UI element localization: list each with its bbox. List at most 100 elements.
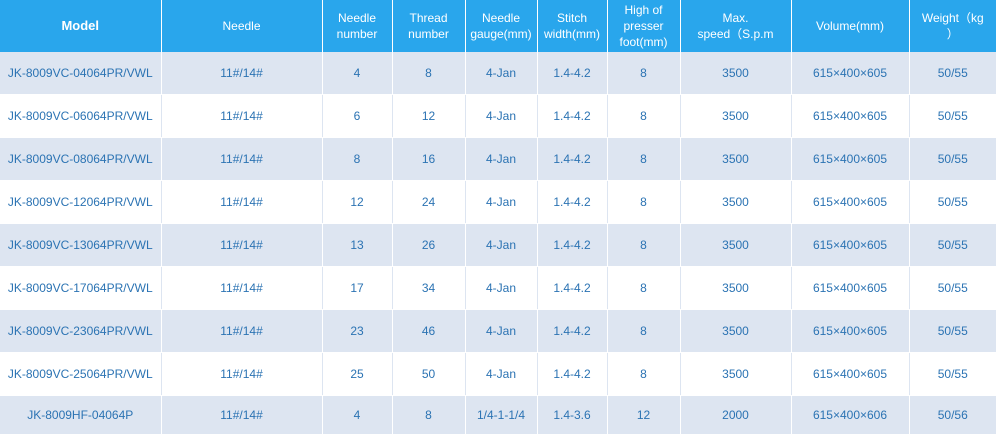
header-thread-number: Thread number <box>392 0 466 52</box>
stitch-width-cell: 1.4-3.6 <box>537 395 608 435</box>
thread-number-cell: 46 <box>392 309 466 353</box>
thread-number-cell: 16 <box>392 137 466 181</box>
thread-number-cell: 8 <box>392 395 466 435</box>
header-row: Model Needle Needle number Thread number… <box>0 0 996 52</box>
volume-cell: 615×400×605 <box>791 94 910 138</box>
max-speed-cell: 3500 <box>680 94 792 138</box>
max-speed-cell: 3500 <box>680 52 792 95</box>
weight-cell: 50/55 <box>909 223 996 267</box>
table-row: JK-8009VC-23064PR/VWL 11#/14# 23 46 4-Jan 1.4… <box>0 309 996 353</box>
weight-cell: 50/56 <box>909 395 996 435</box>
volume-cell: 615×400×605 <box>791 352 910 396</box>
header-needle-number: Needle number <box>322 0 393 52</box>
presser-foot-cell: 12 <box>607 395 681 435</box>
needle-cell: 11#/14# <box>161 137 323 181</box>
needle-cell: 11#/14# <box>161 223 323 267</box>
needle-gauge-cell: 4-Jan <box>465 137 538 181</box>
stitch-width-cell: 1.4-4.2 <box>537 137 608 181</box>
weight-cell: 50/55 <box>909 94 996 138</box>
needle-gauge-cell: 4-Jan <box>465 52 538 95</box>
model-cell: JK-8009HF-04064P <box>0 395 162 435</box>
table-row: JK-8009VC-04064PR/VWL 11#/14# 4 8 4-Jan 1.4-4… <box>0 52 996 95</box>
table-row: JK-8009VC-25064PR/VWL 11#/14# 25 50 4-Jan 1.4… <box>0 352 996 396</box>
thread-number-cell: 50 <box>392 352 466 396</box>
needle-number-cell: 13 <box>322 223 393 267</box>
model-cell: JK-8009VC-17064PR/VWL <box>0 266 162 310</box>
presser-foot-cell: 8 <box>607 223 681 267</box>
thread-number-cell: 8 <box>392 52 466 95</box>
weight-cell: 50/55 <box>909 266 996 310</box>
thread-number-cell: 34 <box>392 266 466 310</box>
weight-cell: 50/55 <box>909 52 996 95</box>
model-cell: JK-8009VC-25064PR/VWL <box>0 352 162 396</box>
needle-cell: 11#/14# <box>161 395 323 435</box>
presser-foot-cell: 8 <box>607 180 681 224</box>
presser-foot-cell: 8 <box>607 52 681 95</box>
needle-number-cell: 23 <box>322 309 393 353</box>
needle-gauge-cell: 4-Jan <box>465 223 538 267</box>
presser-foot-cell: 8 <box>607 352 681 396</box>
thread-number-cell: 12 <box>392 94 466 138</box>
header-max-speed: Max. speed（S.p.m <box>680 0 792 52</box>
needle-cell: 11#/14# <box>161 266 323 310</box>
weight-cell: 50/55 <box>909 180 996 224</box>
needle-cell: 11#/14# <box>161 180 323 224</box>
table-row: JK-8009VC-12064PR/VWL 11#/14# 12 24 4-Jan 1.4… <box>0 180 996 224</box>
needle-number-cell: 6 <box>322 94 393 138</box>
volume-cell: 615×400×605 <box>791 137 910 181</box>
max-speed-cell: 3500 <box>680 223 792 267</box>
table-row: JK-8009HF-04064P 11#/14# 4 8 1/4-1-1/4 1.4-3.… <box>0 395 996 435</box>
needle-gauge-cell: 4-Jan <box>465 266 538 310</box>
header-model: Model <box>0 0 162 52</box>
table-row: JK-8009VC-13064PR/VWL 11#/14# 13 26 4-Jan 1.4… <box>0 223 996 267</box>
header-stitch-width: Stitch width(mm) <box>537 0 608 52</box>
needle-number-cell: 25 <box>322 352 393 396</box>
needle-number-cell: 4 <box>322 395 393 435</box>
stitch-width-cell: 1.4-4.2 <box>537 352 608 396</box>
table-row: JK-8009VC-08064PR/VWL 11#/14# 8 16 4-Jan 1.4-… <box>0 137 996 181</box>
stitch-width-cell: 1.4-4.2 <box>537 309 608 353</box>
volume-cell: 615×400×606 <box>791 395 910 435</box>
thread-number-cell: 26 <box>392 223 466 267</box>
model-cell: JK-8009VC-06064PR/VWL <box>0 94 162 138</box>
volume-cell: 615×400×605 <box>791 309 910 353</box>
header-weight: Weight（kg ） <box>909 0 996 52</box>
presser-foot-cell: 8 <box>607 309 681 353</box>
max-speed-cell: 2000 <box>680 395 792 435</box>
stitch-width-cell: 1.4-4.2 <box>537 94 608 138</box>
volume-cell: 615×400×605 <box>791 266 910 310</box>
header-needle: Needle <box>161 0 323 52</box>
needle-number-cell: 8 <box>322 137 393 181</box>
model-cell: JK-8009VC-08064PR/VWL <box>0 137 162 181</box>
table-row: JK-8009VC-06064PR/VWL 11#/14# 6 12 4-Jan 1.4-… <box>0 94 996 138</box>
needle-number-cell: 4 <box>322 52 393 95</box>
needle-gauge-cell: 4-Jan <box>465 309 538 353</box>
needle-cell: 11#/14# <box>161 352 323 396</box>
needle-gauge-cell: 1/4-1-1/4 <box>465 395 538 435</box>
stitch-width-cell: 1.4-4.2 <box>537 52 608 95</box>
stitch-width-cell: 1.4-4.2 <box>537 266 608 310</box>
needle-gauge-cell: 4-Jan <box>465 352 538 396</box>
max-speed-cell: 3500 <box>680 352 792 396</box>
table-body: JK-8009VC-04064PR/VWL 11#/14# 4 8 4-Jan 1.4-4… <box>0 52 996 435</box>
presser-foot-cell: 8 <box>607 94 681 138</box>
needle-number-cell: 12 <box>322 180 393 224</box>
model-cell: JK-8009VC-13064PR/VWL <box>0 223 162 267</box>
weight-cell: 50/55 <box>909 137 996 181</box>
needle-cell: 11#/14# <box>161 94 323 138</box>
weight-cell: 50/55 <box>909 352 996 396</box>
max-speed-cell: 3500 <box>680 266 792 310</box>
header-volume: Volume(mm) <box>791 0 910 52</box>
needle-number-cell: 17 <box>322 266 393 310</box>
max-speed-cell: 3500 <box>680 309 792 353</box>
needle-gauge-cell: 4-Jan <box>465 180 538 224</box>
volume-cell: 615×400×605 <box>791 52 910 95</box>
volume-cell: 615×400×605 <box>791 223 910 267</box>
presser-foot-cell: 8 <box>607 266 681 310</box>
weight-cell: 50/55 <box>909 309 996 353</box>
stitch-width-cell: 1.4-4.2 <box>537 223 608 267</box>
header-needle-gauge: Needle gauge(mm) <box>465 0 538 52</box>
model-cell: JK-8009VC-12064PR/VWL <box>0 180 162 224</box>
volume-cell: 615×400×605 <box>791 180 910 224</box>
